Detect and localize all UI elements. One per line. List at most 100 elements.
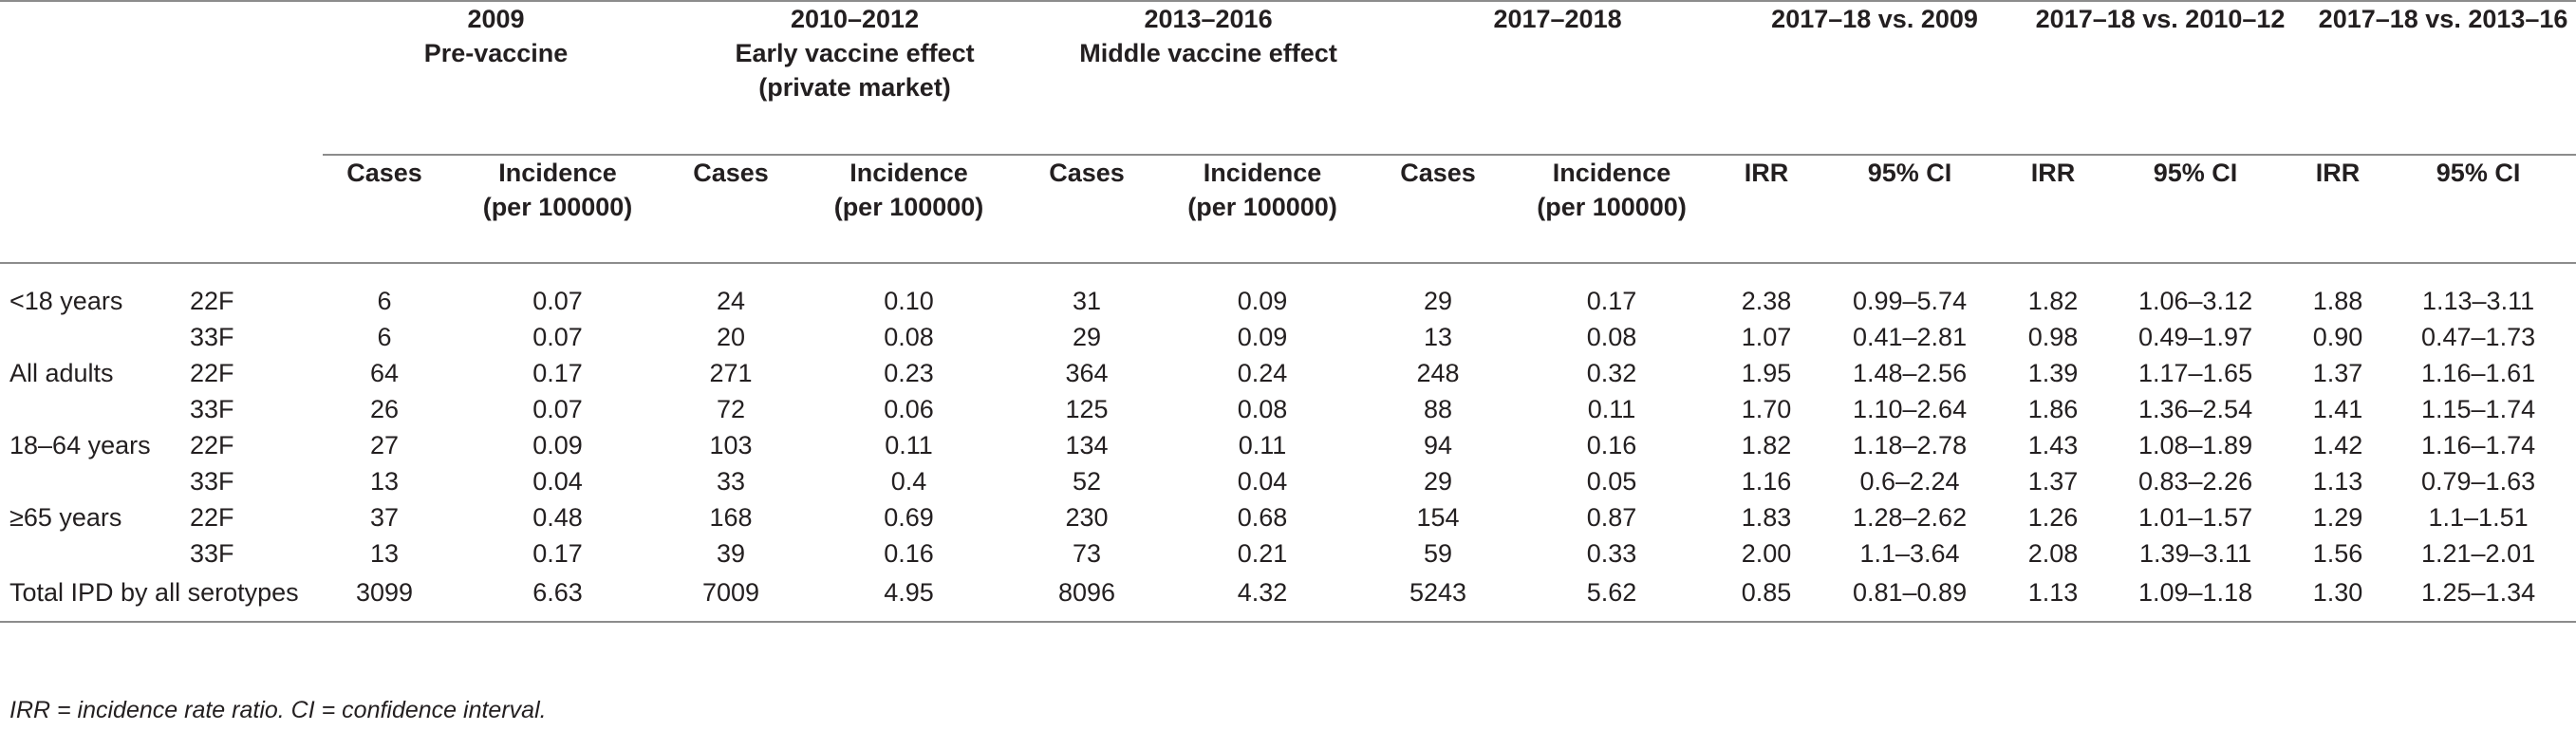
value-cell: 1.16–1.61 xyxy=(2420,359,2536,387)
value-cell: 0.08 xyxy=(1586,323,1637,351)
value-cell: 0.09 xyxy=(1237,323,1288,351)
period-header-row: 2009 Pre-vaccine 2010–2012 Early vaccine… xyxy=(0,0,2576,156)
value-cell: 0.49–1.97 xyxy=(2137,323,2253,351)
value-cell: 27 xyxy=(369,431,400,459)
value-cell: 33 xyxy=(716,467,746,496)
row-group-label: All adults xyxy=(9,359,114,387)
period-subtitle: (private market) xyxy=(758,73,951,102)
row-group-label: Total IPD by all serotypes xyxy=(0,572,323,623)
ci-header: 95% CI xyxy=(1809,155,2011,264)
value-cell: 1.30 xyxy=(2295,572,2381,623)
value-cell: 0.11 xyxy=(1587,395,1636,423)
value-cell: 2.00 xyxy=(1741,539,1792,568)
value-cell: 94 xyxy=(1424,431,1453,459)
value-cell: 0.81–0.89 xyxy=(1809,572,2011,623)
incidence-header: Incidence (per 100000) xyxy=(1500,155,1725,264)
value-cell: 1.39–3.11 xyxy=(2138,539,2252,568)
value-cell: 29 xyxy=(1424,287,1453,315)
value-cell: 59 xyxy=(1424,539,1453,568)
value-cell: 6.63 xyxy=(446,572,670,623)
incidence-header: Incidence (per 100000) xyxy=(446,155,670,264)
value-cell: 168 xyxy=(709,503,753,532)
value-cell: 0.16 xyxy=(884,539,934,568)
value-cell: 4.32 xyxy=(1148,572,1377,623)
value-cell: 5243 xyxy=(1376,572,1501,623)
value-cell: 1.70 xyxy=(1741,395,1792,423)
value-cell: 88 xyxy=(1424,395,1453,423)
value-cell: 0.87 xyxy=(1586,503,1637,532)
value-cell: 0.32 xyxy=(1586,359,1637,387)
value-cell: 364 xyxy=(1065,359,1109,387)
value-cell: 1.18–2.78 xyxy=(1852,431,1968,459)
value-cell: 1.1–1.51 xyxy=(2428,503,2529,532)
period-title: 2013–2016 xyxy=(1144,5,1273,33)
irr-header: IRR xyxy=(2295,155,2381,264)
value-cell: 1.82 xyxy=(2027,287,2079,315)
value-cell: 0.16 xyxy=(1586,431,1637,459)
serotype-cell: 22F xyxy=(190,287,234,315)
period-subtitle: Middle vaccine effect xyxy=(1079,39,1337,67)
cases-header: Cases xyxy=(1376,155,1501,264)
value-cell: 0.69 xyxy=(884,503,934,532)
period-header-2013-2016: 2013–2016 Middle vaccine effect xyxy=(1025,0,1377,156)
value-cell: 0.06 xyxy=(884,395,934,423)
value-cell: 73 xyxy=(1072,539,1102,568)
value-cell: 1.16–1.74 xyxy=(2420,431,2536,459)
incidence-header: Incidence (per 100000) xyxy=(1148,155,1377,264)
corner-cell xyxy=(0,155,190,264)
value-cell: 0.08 xyxy=(1237,395,1288,423)
value-cell: 134 xyxy=(1065,431,1109,459)
period-subtitle: Early vaccine effect xyxy=(735,39,975,67)
value-cell: 0.07 xyxy=(532,323,583,351)
value-cell: 0.04 xyxy=(532,467,583,496)
period-title: 2009 xyxy=(467,5,525,33)
value-cell: 1.25–1.34 xyxy=(2380,572,2576,623)
value-cell: 1.09–1.18 xyxy=(2096,572,2296,623)
value-cell: 29 xyxy=(1072,323,1102,351)
period-header-2009: 2009 Pre-vaccine xyxy=(323,0,670,156)
value-cell: 0.17 xyxy=(532,539,583,568)
value-cell: 0.05 xyxy=(1586,467,1637,496)
value-cell: 1.17–1.65 xyxy=(2137,359,2253,387)
value-cell: 1.10–2.64 xyxy=(1852,395,1968,423)
value-cell: 271 xyxy=(709,359,753,387)
value-cell: 0.41–2.81 xyxy=(1852,323,1968,351)
value-cell: 0.17 xyxy=(1586,287,1637,315)
value-cell: 230 xyxy=(1065,503,1109,532)
cases-header: Cases xyxy=(1025,155,1149,264)
value-cell: 31 xyxy=(1072,287,1102,315)
value-cell: 0.90 xyxy=(2312,323,2363,351)
value-cell: 1.13 xyxy=(2312,467,2363,496)
comparison-header-vs-2009: 2017–18 vs. 2009 xyxy=(1724,0,2011,156)
serotype-cell: 33F xyxy=(190,539,234,568)
value-cell: 0.09 xyxy=(1237,287,1288,315)
value-cell: 0.07 xyxy=(532,395,583,423)
value-cell: 0.10 xyxy=(884,287,934,315)
value-cell: 72 xyxy=(716,395,746,423)
value-cell: 1.95 xyxy=(1741,359,1792,387)
value-cell: 5.62 xyxy=(1500,572,1725,623)
value-cell: 1.01–1.57 xyxy=(2137,503,2253,532)
value-cell: 1.83 xyxy=(1741,503,1792,532)
incidence-header: Incidence (per 100000) xyxy=(793,155,1026,264)
value-cell: 2.38 xyxy=(1741,287,1792,315)
value-cell: 1.29 xyxy=(2312,503,2363,532)
comparison-header-vs-2013-16: 2017–18 vs. 2013–16 xyxy=(2295,0,2576,156)
period-header-2010-2012: 2010–2012 Early vaccine effect (private … xyxy=(669,0,1026,156)
subheader-row: Cases Incidence (per 100000) Cases Incide… xyxy=(0,155,2576,264)
value-cell: 29 xyxy=(1424,467,1453,496)
value-cell: 0.83–2.26 xyxy=(2137,467,2253,496)
value-cell: 1.07 xyxy=(1741,323,1792,351)
value-cell: 1.39 xyxy=(2027,359,2079,387)
value-cell: 6 xyxy=(377,323,392,351)
value-cell: 0.08 xyxy=(884,323,934,351)
value-cell: 103 xyxy=(709,431,753,459)
comparison-title: 2017–18 vs. 2009 xyxy=(1771,5,1978,33)
value-cell: 0.6–2.24 xyxy=(1859,467,1960,496)
value-cell: 0.24 xyxy=(1237,359,1288,387)
cases-header: Cases xyxy=(323,155,446,264)
period-title: 2010–2012 xyxy=(790,5,920,33)
ci-header: 95% CI xyxy=(2380,155,2576,264)
serotype-cell: 22F xyxy=(190,431,234,459)
value-cell: 248 xyxy=(1416,359,1460,387)
